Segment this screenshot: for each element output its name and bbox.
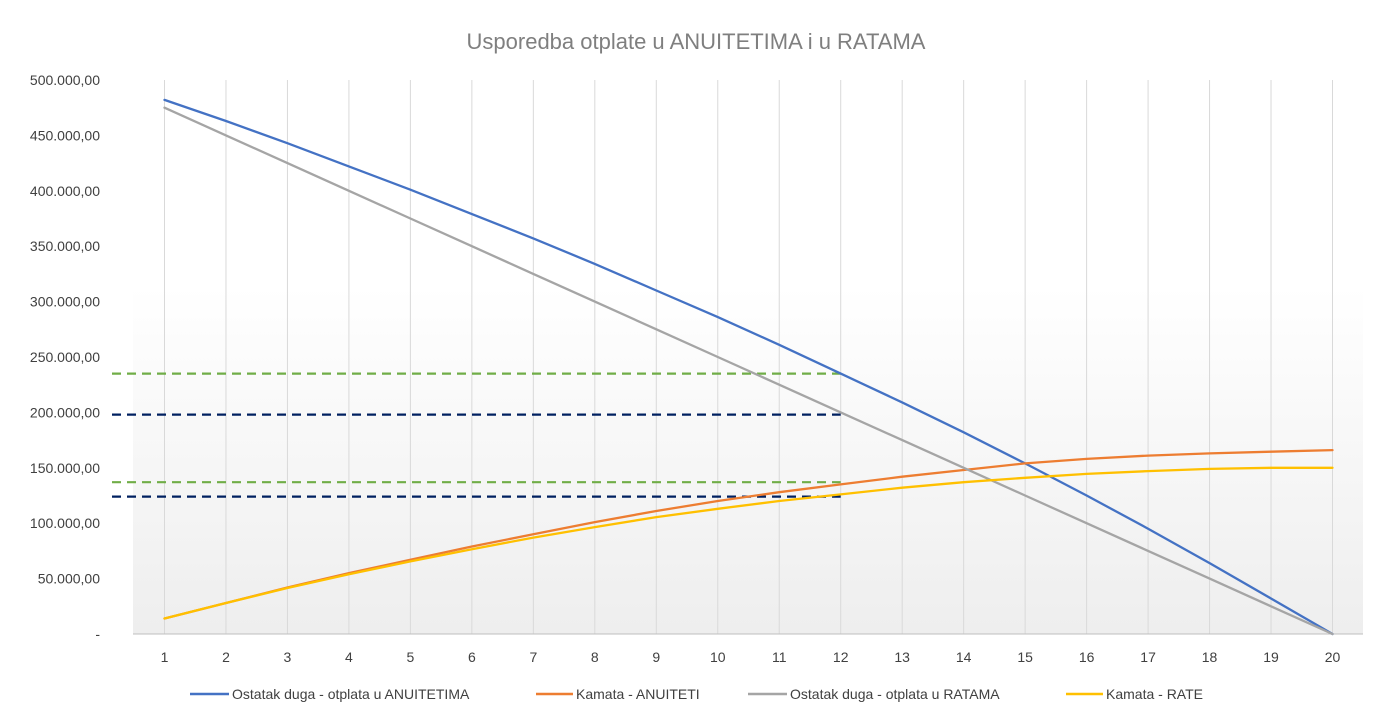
y-tick-label: 350.000,00 [30, 238, 100, 254]
x-tick-label: 18 [1202, 649, 1218, 665]
y-tick-label: 150.000,00 [30, 460, 100, 476]
y-tick-label: 400.000,00 [30, 183, 100, 199]
legend-label-3: Ostatak duga - otplata u RATAMA [790, 686, 1000, 702]
x-tick-label: 3 [284, 649, 292, 665]
series-line-2 [163, 448, 1334, 620]
x-tick-label: 7 [529, 649, 537, 665]
x-tick-label: 13 [894, 649, 910, 665]
x-tick-label: 9 [652, 649, 660, 665]
x-tick-label: 2 [222, 649, 230, 665]
y-tick-label: 450.000,00 [30, 127, 100, 143]
legend-label-2: Kamata - ANUITETI [576, 686, 700, 702]
y-tick-label: 100.000,00 [30, 515, 100, 531]
x-tick-label: 20 [1325, 649, 1341, 665]
x-tick-label: 6 [468, 649, 476, 665]
y-tick-label: - [95, 626, 100, 642]
x-tick-label: 15 [1017, 649, 1033, 665]
axes: 1 2 3 4 5 6 7 8 9 10 11 12 13 14 15 16 17 18 19 20-50.000,0… [30, 72, 1363, 665]
x-tick-label: 14 [956, 649, 972, 665]
series-lines [163, 98, 1334, 636]
series-line-4 [163, 466, 1334, 620]
x-tick-label: 1 [161, 649, 169, 665]
x-tick-label: 8 [591, 649, 599, 665]
y-tick-label: 500.000,00 [30, 72, 100, 88]
x-tick-label: 19 [1263, 649, 1279, 665]
x-tick-label: 4 [345, 649, 353, 665]
series-line-3 [163, 106, 1334, 636]
chart-title: Usporedba otplate u ANUITETIMA i u RATAM… [467, 29, 926, 54]
x-tick-label: 10 [710, 649, 726, 665]
y-tick-label: 50.000,00 [38, 571, 100, 587]
y-tick-label: 200.000,00 [30, 404, 100, 420]
x-tick-label: 12 [833, 649, 849, 665]
x-tick-label: 16 [1079, 649, 1095, 665]
reference-lines [112, 372, 841, 498]
x-tick-label: 5 [406, 649, 414, 665]
legend-label-4: Kamata - RATE [1106, 686, 1203, 702]
legend-label-1: Ostatak duga - otplata u ANUITETIMA [232, 686, 470, 702]
y-tick-label: 250.000,00 [30, 349, 100, 365]
plot-area-background [133, 170, 1363, 634]
legend: Ostatak duga - otplata u ANUITETIMA Kamat… [190, 686, 1203, 702]
x-tick-label: 17 [1140, 649, 1156, 665]
x-tick-label: 11 [772, 649, 787, 665]
series-line-1 [163, 98, 1334, 636]
y-tick-label: 300.000,00 [30, 294, 100, 310]
